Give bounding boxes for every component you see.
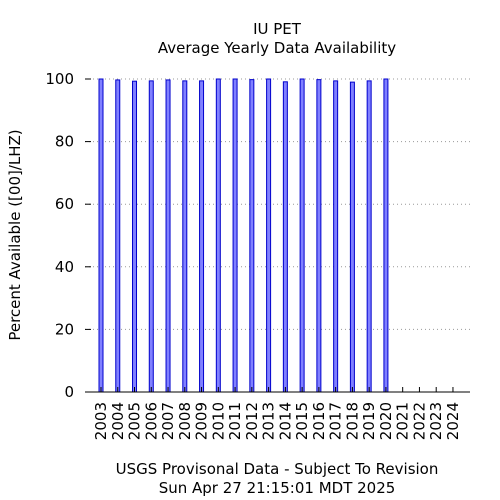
x-tick-label: 2007 bbox=[159, 402, 177, 440]
bar-2020 bbox=[383, 78, 389, 393]
y-tick-label: 40 bbox=[55, 258, 74, 276]
y-tick-label: 100 bbox=[45, 70, 74, 88]
footer-line-1: USGS Provisonal Data - Subject To Revisi… bbox=[116, 460, 439, 478]
bar-2007 bbox=[165, 79, 171, 393]
bar-2019 bbox=[366, 80, 372, 393]
x-tick-label: 2014 bbox=[276, 402, 294, 440]
bar-2006 bbox=[148, 80, 154, 393]
y-tick-label: 60 bbox=[55, 195, 74, 213]
x-tick-label: 2019 bbox=[360, 402, 378, 440]
bar-2004 bbox=[115, 79, 121, 393]
x-tick-label: 2004 bbox=[109, 402, 127, 440]
x-tick-label: 2006 bbox=[142, 402, 160, 440]
x-tick-label: 2020 bbox=[377, 402, 395, 440]
x-tick-label: 2021 bbox=[394, 402, 412, 440]
bar-2016 bbox=[316, 79, 322, 393]
x-tick-label: 2015 bbox=[293, 402, 311, 440]
bar-2012 bbox=[249, 79, 255, 393]
x-tick-label: 2017 bbox=[327, 402, 345, 440]
x-tick-label: 2003 bbox=[92, 402, 110, 440]
x-tick-label: 2023 bbox=[427, 402, 445, 440]
bar-2013 bbox=[266, 78, 272, 393]
x-tick-label: 2018 bbox=[343, 402, 361, 440]
bar-2011 bbox=[232, 78, 238, 393]
x-tick-label: 2024 bbox=[444, 402, 462, 440]
chart-title: IU PET bbox=[253, 20, 302, 38]
bar-2005 bbox=[132, 80, 138, 393]
bar-2015 bbox=[299, 78, 305, 393]
x-tick-label: 2008 bbox=[176, 402, 194, 440]
bar-2014 bbox=[282, 81, 288, 393]
bars bbox=[98, 78, 389, 393]
x-axis-ticks: 2003200420052006200720082009201020112012… bbox=[92, 387, 462, 440]
x-tick-label: 2009 bbox=[193, 402, 211, 440]
y-tick-label: 0 bbox=[64, 383, 74, 401]
bar-2018 bbox=[349, 81, 355, 393]
y-tick-label: 80 bbox=[55, 133, 74, 151]
y-axis-label: Percent Available ([00]/LHZ) bbox=[6, 129, 24, 340]
bar-2008 bbox=[182, 80, 188, 393]
y-axis-ticks: 0 20 40 60 80 100 bbox=[45, 70, 91, 401]
x-tick-label: 2012 bbox=[243, 402, 261, 440]
bar-2003 bbox=[98, 78, 104, 393]
y-tick-label: 20 bbox=[55, 320, 74, 338]
bar-2009 bbox=[199, 80, 205, 393]
x-tick-label: 2013 bbox=[260, 402, 278, 440]
x-tick-label: 2010 bbox=[209, 402, 227, 440]
chart-subtitle: Average Yearly Data Availability bbox=[158, 39, 396, 57]
x-tick-label: 2022 bbox=[410, 402, 428, 440]
x-tick-label: 2011 bbox=[226, 402, 244, 440]
x-tick-label: 2016 bbox=[310, 402, 328, 440]
bar-2010 bbox=[215, 78, 221, 393]
footer-line-2: Sun Apr 27 21:15:01 MDT 2025 bbox=[159, 479, 396, 497]
bar-2017 bbox=[333, 80, 339, 393]
x-tick-label: 2005 bbox=[126, 402, 144, 440]
